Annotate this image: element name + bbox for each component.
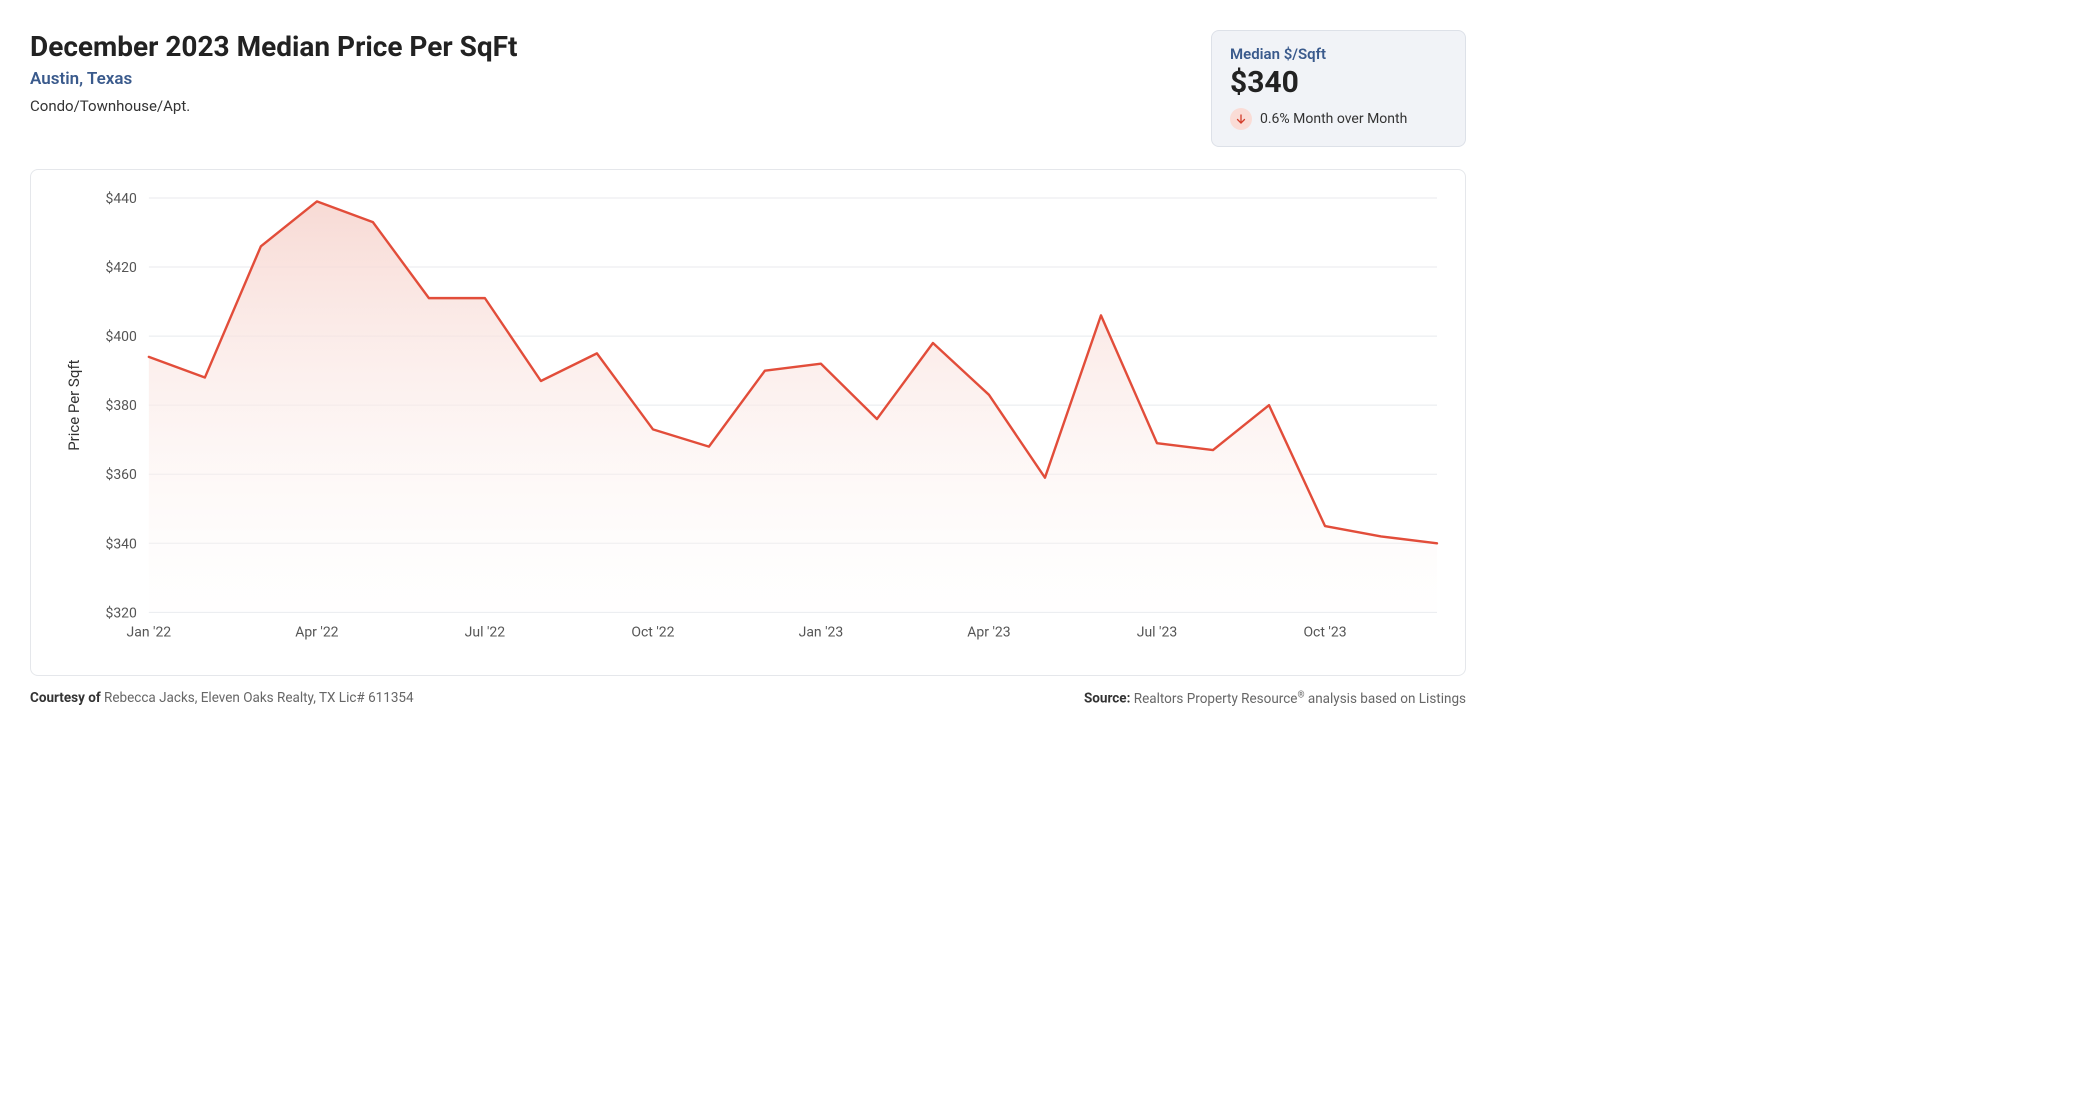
svg-text:$340: $340 <box>105 535 137 552</box>
property-type: Condo/Townhouse/Apt. <box>30 97 1191 115</box>
svg-text:Oct '23: Oct '23 <box>1303 624 1346 640</box>
svg-text:Apr '22: Apr '22 <box>295 624 338 640</box>
svg-text:$420: $420 <box>105 259 137 276</box>
svg-text:Apr '23: Apr '23 <box>967 624 1010 640</box>
source-suffix: analysis based on Listings <box>1305 691 1466 707</box>
header-row: December 2023 Median Price Per SqFt Aust… <box>30 30 1466 147</box>
svg-text:Jan '22: Jan '22 <box>127 624 172 640</box>
footer-row: Courtesy of Rebecca Jacks, Eleven Oaks R… <box>30 690 1466 707</box>
price-chart: $320 $340 $360 $380 $400 $420 $440 Price Per Sq… <box>39 178 1457 667</box>
chart-card: $320 $340 $360 $380 $400 $420 $440 Price Per Sq… <box>30 169 1466 676</box>
title-block: December 2023 Median Price Per SqFt Aust… <box>30 30 1191 115</box>
svg-text:Oct '22: Oct '22 <box>631 624 674 640</box>
registered-mark: ® <box>1297 690 1304 700</box>
source-prefix: Source: <box>1084 691 1134 707</box>
svg-text:$380: $380 <box>105 397 137 414</box>
svg-text:$400: $400 <box>105 328 137 345</box>
svg-text:Price Per Sqft: Price Per Sqft <box>65 359 83 450</box>
stat-change: 0.6% Month over Month <box>1230 108 1447 130</box>
location-subtitle: Austin, Texas <box>30 69 1191 89</box>
stat-value: $340 <box>1230 65 1447 100</box>
courtesy-line: Courtesy of Rebecca Jacks, Eleven Oaks R… <box>30 690 414 707</box>
stat-change-text: 0.6% Month over Month <box>1260 111 1407 127</box>
courtesy-prefix: Courtesy of <box>30 690 104 706</box>
source-name: Realtors Property Resource <box>1134 691 1298 707</box>
svg-text:$440: $440 <box>105 190 137 207</box>
courtesy-name: Rebecca Jacks, Eleven Oaks Realty, TX Li… <box>104 690 414 706</box>
svg-text:Jul '23: Jul '23 <box>1137 624 1177 640</box>
stat-card: Median $/Sqft $340 0.6% Month over Month <box>1211 30 1466 147</box>
report-page: December 2023 Median Price Per SqFt Aust… <box>0 0 1496 723</box>
page-title: December 2023 Median Price Per SqFt <box>30 30 1191 63</box>
svg-text:Jan '23: Jan '23 <box>799 624 844 640</box>
chart-wrap: $320 $340 $360 $380 $400 $420 $440 Price Per Sq… <box>31 170 1465 675</box>
svg-text:$360: $360 <box>105 466 137 483</box>
stat-label: Median $/Sqft <box>1230 45 1447 63</box>
svg-text:$320: $320 <box>105 604 137 621</box>
source-line: Source: Realtors Property Resource® anal… <box>1084 690 1466 707</box>
arrow-down-icon <box>1230 108 1252 130</box>
svg-text:Jul '22: Jul '22 <box>465 624 506 640</box>
